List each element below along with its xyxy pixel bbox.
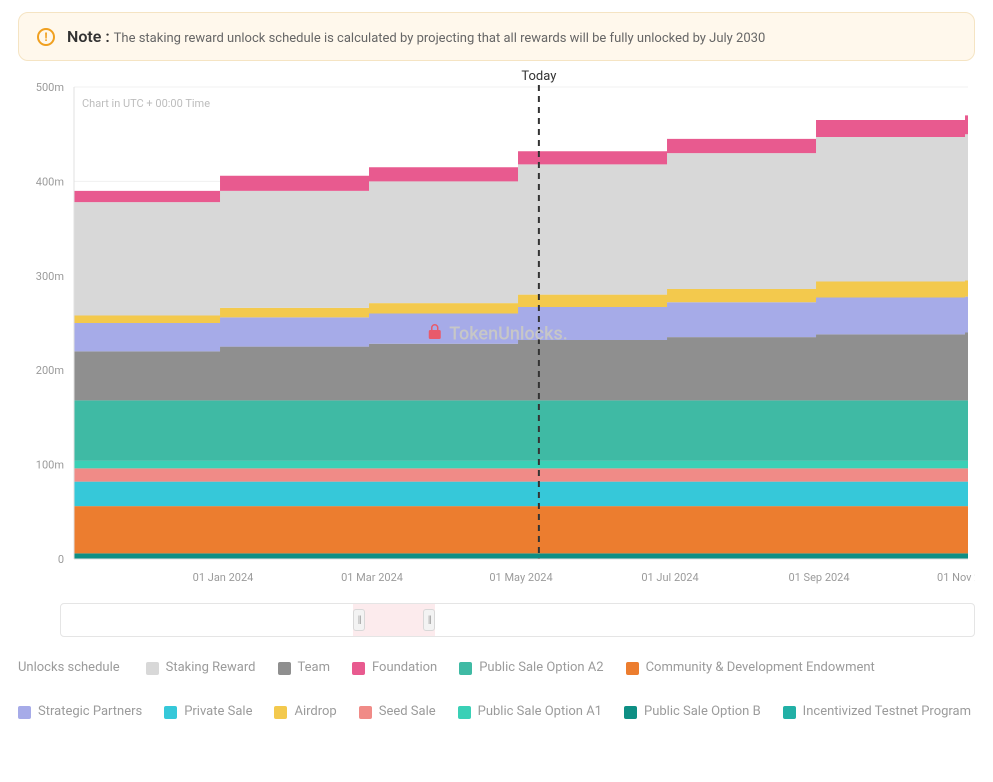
legend-item-private-sale[interactable]: Private Sale [164, 699, 252, 725]
chart-timezone-note: Chart in UTC + 00:00 Time [82, 97, 210, 110]
legend-item-staking-reward[interactable]: Staking Reward [146, 655, 256, 681]
legend-item-strategic-partners[interactable]: Strategic Partners [18, 699, 142, 725]
scrubber-handle-left[interactable]: || [353, 609, 365, 631]
svg-text:01 Mar 2024: 01 Mar 2024 [341, 571, 403, 584]
legend-item-public-sale-option-a1[interactable]: Public Sale Option A1 [458, 699, 602, 725]
legend: Unlocks schedule Staking Reward Team Found… [18, 655, 975, 725]
legend-swatch [783, 706, 796, 719]
legend-item-public-sale-option-b[interactable]: Public Sale Option B [624, 699, 761, 725]
note-text: The staking reward unlock schedule is ca… [114, 31, 766, 46]
svg-text:400m: 400m [36, 175, 64, 188]
legend-item-community-development-endowment[interactable]: Community & Development Endowment [626, 655, 875, 681]
legend-swatch [146, 662, 159, 675]
svg-text:200m: 200m [36, 364, 64, 377]
svg-text:500m: 500m [36, 81, 64, 94]
svg-text:01 Jul 2024: 01 Jul 2024 [641, 571, 698, 584]
legend-label: Public Sale Option B [644, 699, 761, 725]
svg-text:300m: 300m [36, 270, 64, 283]
series-public-sale-option-a2[interactable] [74, 400, 968, 460]
legend-swatch [624, 706, 637, 719]
legend-swatch [274, 706, 287, 719]
legend-label: Public Sale Option A1 [478, 699, 602, 725]
legend-label: Incentivized Testnet Program [803, 699, 971, 725]
legend-label: Public Sale Option A2 [479, 655, 603, 681]
legend-title: Unlocks schedule [18, 655, 120, 681]
legend-label: Private Sale [184, 699, 252, 725]
series-public-sale-option-b[interactable] [74, 553, 968, 559]
timeline-scrubber[interactable]: || || [60, 603, 975, 637]
legend-swatch [458, 706, 471, 719]
legend-label: Team [298, 655, 331, 681]
legend-swatch [164, 706, 177, 719]
legend-item-foundation[interactable]: Foundation [352, 655, 437, 681]
scrubber-window[interactable]: || || [353, 604, 435, 636]
legend-label: Foundation [372, 655, 437, 681]
legend-swatch [359, 706, 372, 719]
legend-label: Strategic Partners [38, 699, 142, 725]
svg-text:01 Nov 2024: 01 Nov 2024 [937, 571, 975, 584]
legend-item-airdrop[interactable]: Airdrop [274, 699, 336, 725]
legend-item-incentivized-testnet-program[interactable]: Incentivized Testnet Program [783, 699, 971, 725]
legend-item-seed-sale[interactable]: Seed Sale [359, 699, 436, 725]
svg-text:01 Sep 2024: 01 Sep 2024 [788, 571, 849, 584]
svg-text:01 Jan 2024: 01 Jan 2024 [193, 571, 254, 584]
svg-text:01 May 2024: 01 May 2024 [489, 571, 552, 584]
legend-swatch [352, 662, 365, 675]
series-public-sale-option-a1[interactable] [74, 461, 968, 469]
legend-swatch [18, 706, 31, 719]
legend-label: Staking Reward [166, 655, 256, 681]
legend-label: Community & Development Endowment [646, 655, 875, 681]
svg-text:0: 0 [58, 553, 64, 566]
legend-item-public-sale-option-a2[interactable]: Public Sale Option A2 [459, 655, 603, 681]
svg-text:100m: 100m [36, 459, 64, 472]
note-label: Note : [67, 27, 110, 46]
info-icon: ! [37, 28, 55, 46]
legend-swatch [459, 662, 472, 675]
series-community-development-endowment[interactable] [74, 506, 968, 553]
series-private-sale[interactable] [74, 482, 968, 507]
chart-container: Today 0 100m 200m 300m 400m 500m 01 Jan 2024 01… [18, 69, 975, 599]
series-seed-sale[interactable] [74, 468, 968, 481]
legend-label: Airdrop [294, 699, 336, 725]
legend-label: Seed Sale [379, 699, 436, 725]
legend-item-team[interactable]: Team [278, 655, 331, 681]
scrubber-handle-right[interactable]: || [423, 609, 435, 631]
legend-swatch [626, 662, 639, 675]
today-marker-label: Today [521, 69, 556, 84]
legend-swatch [278, 662, 291, 675]
note-banner: ! Note : The staking reward unlock sched… [18, 12, 975, 61]
unlock-schedule-chart[interactable]: 0 100m 200m 300m 400m 500m 01 Jan 2024 01 Mar 2… [18, 69, 975, 599]
